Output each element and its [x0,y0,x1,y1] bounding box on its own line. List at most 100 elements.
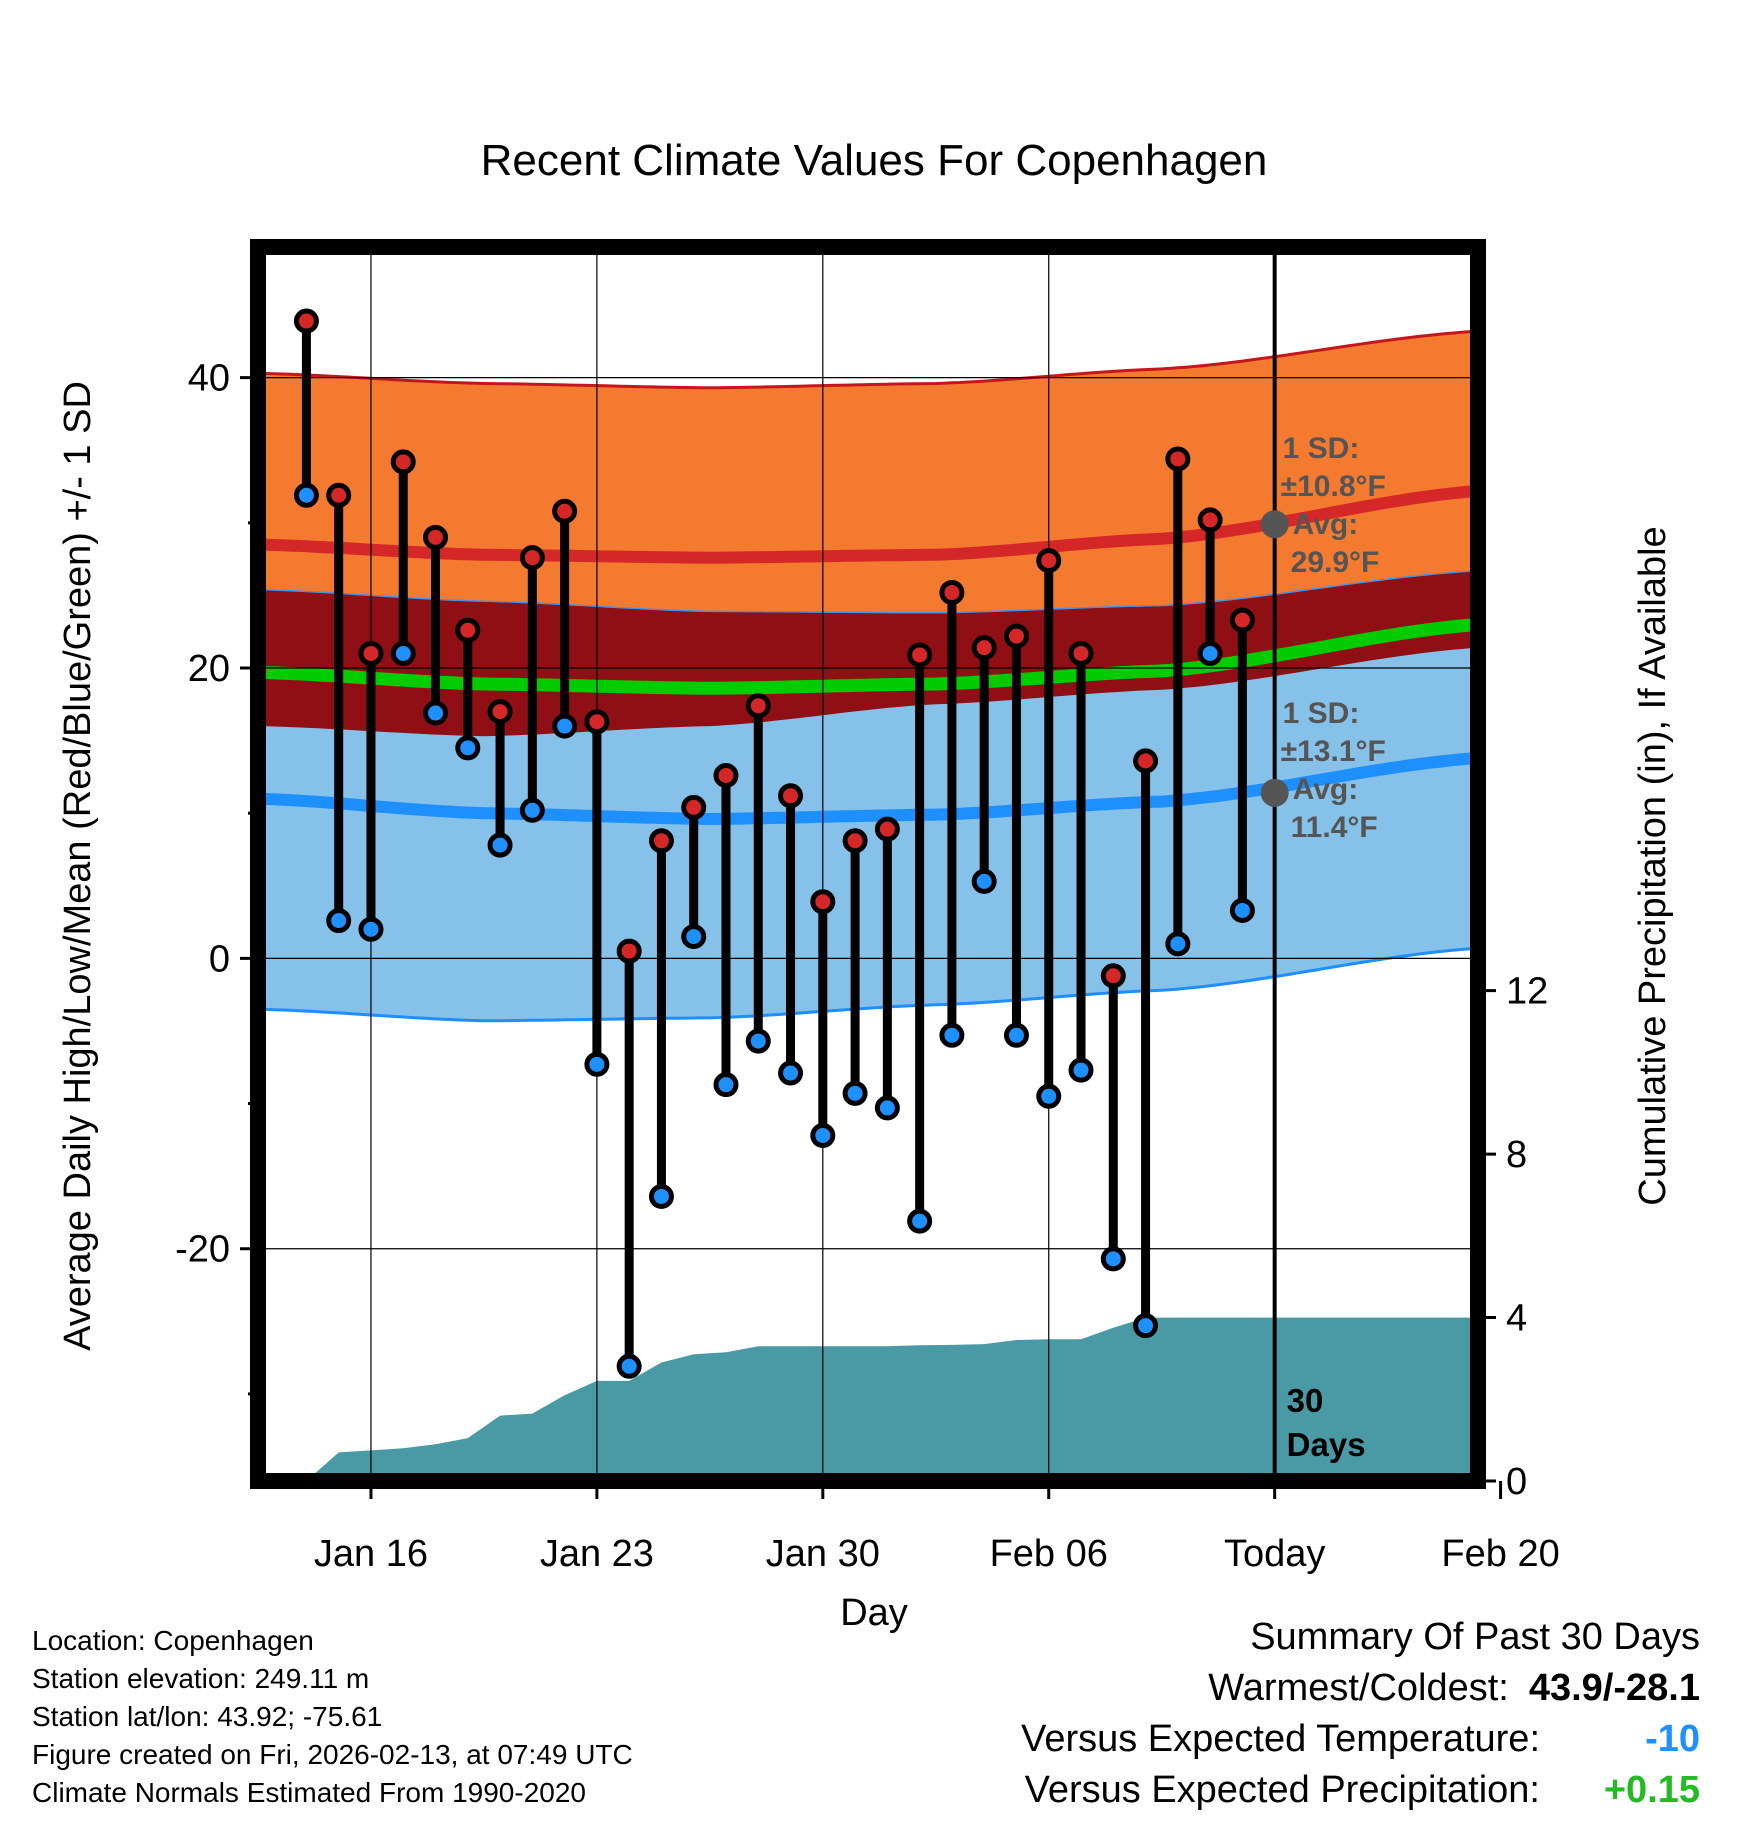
today-days-label-line: Days [1287,1426,1366,1463]
low-dot [713,1072,739,1098]
temp-label: Versus Expected Temperature: [1021,1718,1540,1760]
high-lower-edge [258,569,1478,614]
low-dot [1068,1057,1094,1083]
summary-title: Summary Of Past 30 Days [1021,1612,1700,1663]
precip-value: +0.15 [1603,1769,1700,1811]
high-dot [358,640,384,666]
precip-row: Versus Expected Precipitation: +0.15 [1021,1765,1700,1816]
low-dot [810,1122,836,1148]
high-dot [745,693,771,719]
high-dot [423,524,449,550]
low-dot [1133,1313,1159,1339]
location-text: Location: Copenhagen [32,1625,314,1656]
low-dot [1003,1022,1029,1048]
y2-axis-label: Cumulative Precipitation (in), If Availa… [1632,526,1674,1205]
low-dot [293,482,319,508]
x-tick-label: Today [1224,1533,1325,1575]
high-dot [1133,748,1159,774]
high-dot [939,580,965,606]
high-dot [616,938,642,964]
low-dot [1197,640,1223,666]
high-dot [810,889,836,915]
low-dot [971,868,997,894]
plot-frame [250,239,1486,1489]
station-info: Location: Copenhagen Station elevation: … [32,1622,633,1812]
precip-label: Versus Expected Precipitation: [1024,1769,1540,1811]
high-sd-label-line: ±10.8°F [1281,470,1386,503]
high-sd-label-line: Avg: [1293,508,1359,541]
low-dot [907,1208,933,1234]
high-dot [552,498,578,524]
high-dot [584,709,610,735]
normals-text: Climate Normals Estimated From 1990-2020 [32,1777,586,1808]
high-dot [1003,623,1029,649]
low-dot [455,735,481,761]
low-dot [1100,1246,1126,1272]
precip-area [274,1317,1478,1481]
high-dot [1036,548,1062,574]
high-dot [519,545,545,571]
low-dot [390,640,416,666]
chart-title: Recent Climate Values For Copenhagen [481,136,1268,185]
y-axis-label: Average Daily High/Low/Mean (Red/Blue/Gr… [57,381,99,1351]
high-avg-marker [1260,510,1289,539]
high-dot [971,635,997,661]
x-tick-label: Feb 20 [1441,1533,1559,1575]
high-dot [778,783,804,809]
low-dot [326,908,352,934]
latlon-text: Station lat/lon: 43.92; -75.61 [32,1701,383,1732]
high-dot [1197,507,1223,533]
low-dot [423,700,449,726]
low-dot [584,1051,610,1077]
x-tick-label: Jan 30 [766,1533,880,1575]
high-dot [390,449,416,475]
high-dot [648,828,674,854]
low-dot [842,1080,868,1106]
low-dot [1229,897,1255,923]
low-lower-edge [258,946,1478,1023]
high-dot [842,828,868,854]
low-sd-label-line: 11.4°F [1291,811,1378,844]
high-dot [1229,607,1255,633]
high-upper-edge [258,329,1478,390]
high-dot [1165,446,1191,472]
high-dot [907,642,933,668]
low-dot [939,1022,965,1048]
low-dot [1036,1083,1062,1109]
high-dot [1100,963,1126,989]
high-sd-label-line: 29.9°F [1291,546,1380,579]
low-dot [745,1028,771,1054]
warmest-coldest-row: Warmest/Coldest: 43.9/-28.1 [1021,1663,1700,1714]
x-tick-label: Feb 06 [990,1533,1108,1575]
low-dot [778,1060,804,1086]
high-dot [1068,640,1094,666]
summary-panel: Summary Of Past 30 Days Warmest/Coldest:… [1021,1612,1700,1816]
low-dot [519,797,545,823]
low-dot [874,1095,900,1121]
temp-value: -10 [1645,1718,1700,1760]
low-dot [552,713,578,739]
normal-mean-line [258,618,1478,695]
warmest-coldest-value: 43.9/-28.1 [1528,1667,1700,1709]
low-dot [358,916,384,942]
low-sd-label: 1 SD: ±13.1°F Avg: 11.4°F [1281,697,1386,844]
temp-row: Versus Expected Temperature: -10 [1021,1714,1700,1765]
high-dot [487,699,513,725]
high-sd-label-line: 1 SD: [1283,432,1360,465]
plot-inner: 1 SD: ±10.8°F Avg: 29.9°F 1 SD: ±13.1°F Avg: 11… [258,247,1478,1481]
x-tick-label: Jan 23 [540,1533,654,1575]
low-dot [1165,931,1191,957]
y-tick-label: 20 [188,648,230,690]
high-dot [455,617,481,643]
y2-tick-label: 0 [1506,1461,1527,1503]
summary-title-text: Summary Of Past 30 Days [1250,1616,1700,1658]
low-sd-label-line: Avg: [1293,773,1359,806]
y2-tick-label: 4 [1506,1298,1527,1340]
low-dot [648,1183,674,1209]
warmest-coldest-label: Warmest/Coldest: [1208,1667,1509,1709]
y2-tick-label: 12 [1506,971,1548,1013]
low-sd-label-line: 1 SD: [1283,697,1360,730]
low-avg-marker [1260,778,1289,807]
y-tick-label: 40 [188,358,230,400]
